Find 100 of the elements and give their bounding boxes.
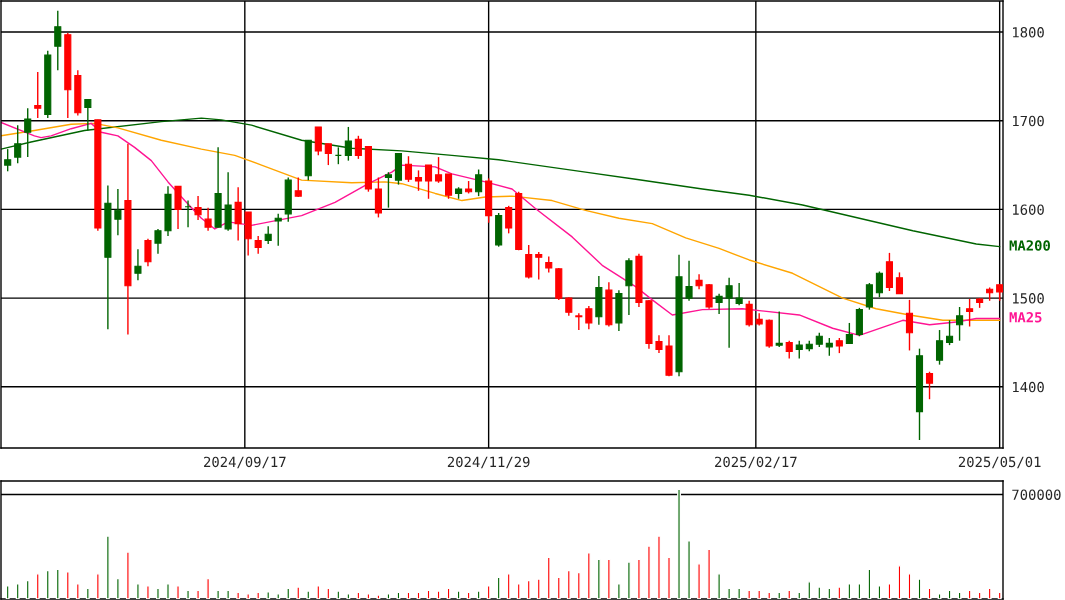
- bar: [707, 548, 712, 599]
- candlestick: [4, 148, 12, 172]
- candlestick: [414, 169, 423, 192]
- bar: [967, 589, 972, 599]
- bar: [256, 591, 261, 599]
- candlestick: [424, 164, 433, 200]
- bar: [957, 591, 962, 599]
- y-tick-label: 1800: [1013, 27, 1044, 38]
- bar: [45, 569, 50, 599]
- bar: [606, 558, 611, 599]
- bar: [496, 576, 501, 599]
- bar: [546, 556, 551, 599]
- bar: [747, 589, 752, 599]
- bar: [105, 535, 110, 599]
- bar: [486, 585, 491, 599]
- candlestick: [945, 319, 954, 346]
- bar: [15, 583, 20, 599]
- candlestick: [274, 213, 282, 247]
- candlestick: [865, 282, 873, 311]
- bar: [356, 591, 361, 599]
- bar: [226, 589, 231, 599]
- candlestick: [715, 292, 723, 315]
- candlestick: [444, 173, 453, 200]
- bar: [847, 583, 852, 599]
- bar: [827, 587, 832, 599]
- bar: [336, 590, 341, 599]
- candlestick: [575, 312, 583, 331]
- candlestick: [144, 237, 152, 267]
- bar: [146, 585, 150, 599]
- bar: [386, 593, 391, 599]
- x-tick-label: 2025/05/01: [958, 456, 1041, 469]
- candlestick: [845, 322, 853, 345]
- bar: [887, 583, 892, 599]
- bar: [807, 581, 812, 599]
- bar: [135, 583, 140, 599]
- candlestick: [956, 306, 964, 342]
- bar: [5, 585, 10, 599]
- bar: [526, 579, 531, 599]
- candlestick: [174, 185, 182, 230]
- candlestick: [14, 124, 22, 164]
- bar: [166, 583, 170, 599]
- bar: [186, 589, 190, 599]
- bar: [987, 587, 992, 599]
- x-tick-label: 2024/11/29: [447, 456, 530, 469]
- bar: [797, 591, 802, 599]
- candlestick: [374, 176, 382, 219]
- bar: [817, 586, 822, 599]
- candlestick: [925, 371, 934, 400]
- candlestick: [314, 126, 322, 157]
- candlestick: [475, 168, 483, 197]
- bar: [75, 583, 80, 599]
- candlestick: [905, 299, 914, 352]
- candlestick: [434, 156, 443, 184]
- candlestick: [194, 195, 202, 221]
- series-label: MA200: [1009, 240, 1050, 251]
- bar: [476, 590, 481, 599]
- candlestick: [134, 248, 142, 282]
- bar: [647, 545, 651, 599]
- bar: [636, 558, 641, 599]
- bar: [506, 573, 511, 599]
- candlestick: [505, 205, 513, 235]
- bar: [657, 535, 661, 599]
- candlestick: [585, 305, 593, 330]
- bar: [316, 585, 321, 599]
- candlestick: [54, 10, 62, 71]
- bar: [857, 583, 862, 599]
- bar: [366, 593, 371, 599]
- candlestick: [34, 71, 42, 119]
- candlestick: [224, 171, 232, 232]
- bar: [867, 568, 872, 599]
- bar: [55, 568, 60, 599]
- bar: [697, 563, 702, 599]
- bar: [306, 590, 311, 599]
- bar: [997, 591, 1002, 599]
- candlestick: [384, 171, 393, 209]
- candlestick: [735, 282, 743, 306]
- candlestick: [875, 270, 883, 298]
- y-tick-label: 1500: [1013, 293, 1044, 304]
- candlestick: [354, 135, 362, 160]
- bar: [596, 558, 601, 599]
- bar: [586, 552, 591, 599]
- bar: [727, 587, 732, 599]
- candlestick: [935, 329, 944, 366]
- bar: [376, 594, 381, 599]
- candlestick: [966, 298, 974, 328]
- candlestick: [234, 186, 242, 242]
- bar: [677, 488, 681, 599]
- candlestick: [324, 143, 332, 166]
- bar: [35, 573, 40, 599]
- y-tick-label: 1400: [1013, 381, 1044, 393]
- candlestick: [525, 244, 533, 280]
- bar: [156, 587, 160, 599]
- bar: [176, 585, 180, 599]
- bar: [125, 551, 130, 599]
- candlestick: [204, 206, 212, 232]
- bar: [95, 573, 100, 599]
- bar: [246, 593, 251, 599]
- bar: [216, 589, 221, 599]
- bar: [977, 591, 982, 599]
- bar: [25, 579, 30, 599]
